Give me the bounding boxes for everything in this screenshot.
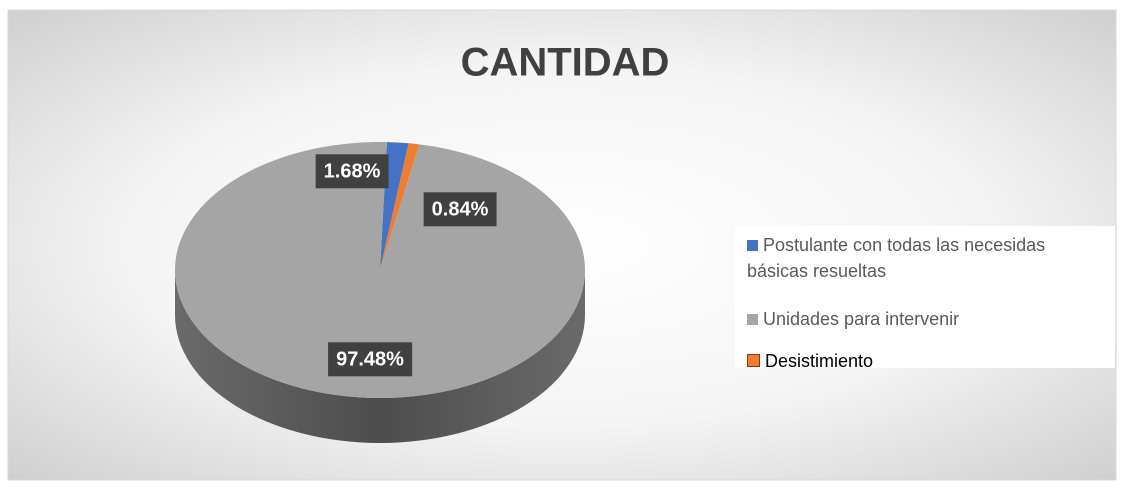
legend-item: Unidades para intervenir	[747, 306, 1107, 332]
legend-label: Desistimiento	[765, 351, 874, 371]
data-label: 1.68%	[324, 160, 381, 182]
data-label-box	[315, 154, 389, 189]
chart-title: CANTIDAD	[461, 41, 670, 85]
data-label-box	[423, 192, 497, 227]
legend-swatch	[747, 240, 758, 251]
legend-item: Desistimiento	[747, 348, 1107, 374]
data-label: 97.48%	[336, 348, 404, 370]
legend-item: Postulante con todas las necesidas básic…	[747, 232, 1107, 284]
data-label: 0.84%	[432, 198, 489, 220]
legend-swatch	[747, 354, 760, 367]
legend: Postulante con todas las necesidas básic…	[735, 226, 1115, 371]
data-label-box	[328, 342, 413, 377]
legend-label: Unidades para intervenir	[763, 309, 960, 329]
legend-swatch	[747, 314, 758, 325]
pie-side	[175, 270, 585, 443]
legend-label: Postulante con todas las necesidas básic…	[747, 235, 1046, 281]
pie-slice	[380, 143, 420, 270]
